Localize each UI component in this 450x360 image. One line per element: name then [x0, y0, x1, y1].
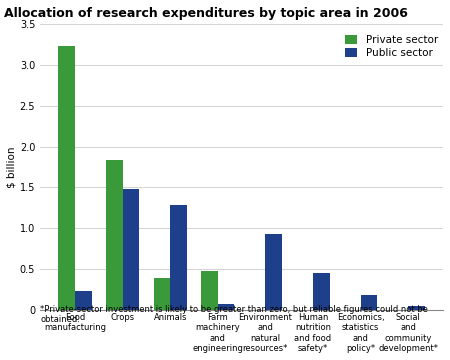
Text: Allocation of research expenditures by topic area in 2006: Allocation of research expenditures by t…	[4, 7, 408, 20]
Text: *Private-sector investment is likely to be greater than zero, but reliable figur: *Private-sector investment is likely to …	[40, 305, 428, 324]
Bar	[58, 46, 75, 310]
Y-axis label: $ billion: $ billion	[7, 146, 17, 188]
Bar	[201, 271, 218, 310]
Bar	[313, 273, 329, 310]
Bar	[106, 159, 123, 310]
Legend: Private sector, Public sector: Private sector, Public sector	[345, 35, 438, 58]
Bar	[218, 304, 234, 310]
Bar	[408, 306, 425, 310]
Bar	[360, 294, 377, 310]
Bar	[123, 189, 140, 310]
Bar	[170, 206, 187, 310]
Bar	[153, 278, 170, 310]
Bar	[75, 291, 92, 310]
Bar	[266, 234, 282, 310]
